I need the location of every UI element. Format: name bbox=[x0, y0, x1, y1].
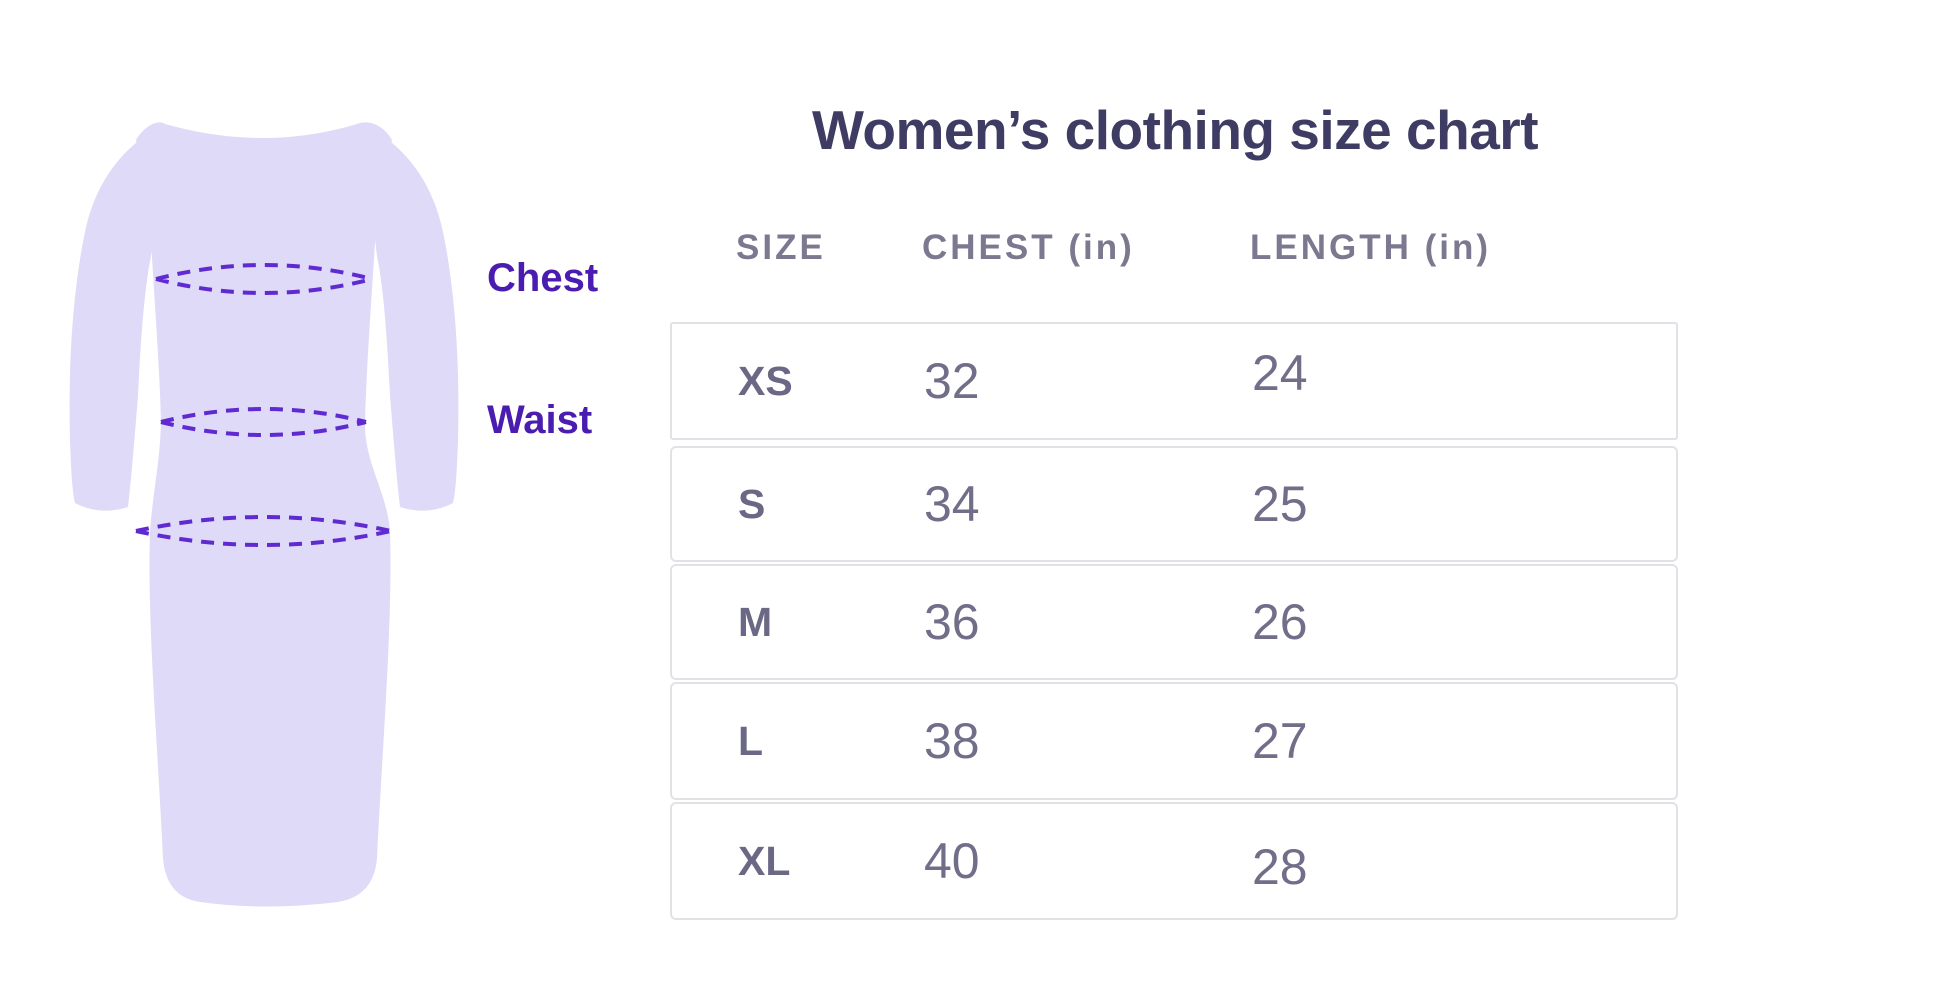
header-length: LENGTH (in) bbox=[1250, 228, 1492, 267]
header-size: SIZE bbox=[736, 228, 826, 267]
dress-right-sleeve bbox=[364, 125, 459, 511]
dress-left-sleeve bbox=[69, 125, 164, 511]
table-row-m: M 36 26 bbox=[670, 564, 1678, 680]
chest-label: Chest bbox=[487, 256, 599, 300]
table-row-l: L 38 27 bbox=[670, 682, 1678, 800]
size-cell: XL bbox=[738, 837, 791, 884]
chest-measure-line bbox=[155, 263, 373, 295]
page-title: Women’s clothing size chart bbox=[811, 99, 1539, 161]
header-chest: CHEST (in) bbox=[922, 228, 1135, 267]
chest-cell: 32 bbox=[924, 353, 980, 409]
table-header-row: SIZE CHEST (in) LENGTH (in) bbox=[670, 228, 1680, 268]
table-row-xs: XS 32 24 bbox=[670, 322, 1678, 440]
size-table: SIZE CHEST (in) LENGTH (in) XS 32 24 S 3… bbox=[670, 0, 1680, 984]
table-row-xl: XL 40 28 bbox=[670, 802, 1678, 920]
length-cell: 25 bbox=[1252, 476, 1308, 532]
length-cell: 28 bbox=[1252, 839, 1308, 895]
chest-cell: 36 bbox=[924, 594, 980, 650]
waist-label: Waist bbox=[487, 398, 593, 442]
dress-silhouette bbox=[136, 122, 392, 907]
chest-cell: 34 bbox=[924, 476, 980, 532]
size-cell: M bbox=[738, 598, 773, 645]
waist-measure-line bbox=[160, 407, 367, 437]
length-cell: 27 bbox=[1252, 713, 1308, 769]
chest-cell: 40 bbox=[924, 833, 980, 889]
length-cell: 26 bbox=[1252, 594, 1308, 650]
chest-cell: 38 bbox=[924, 713, 980, 769]
size-cell: S bbox=[738, 480, 766, 527]
length-cell: 24 bbox=[1252, 345, 1308, 401]
size-cell: XS bbox=[738, 357, 793, 404]
hip-measure-line bbox=[135, 515, 392, 547]
size-cell: L bbox=[738, 717, 764, 764]
dress-illustration bbox=[69, 122, 459, 907]
table-row-s: S 34 25 bbox=[670, 446, 1678, 562]
